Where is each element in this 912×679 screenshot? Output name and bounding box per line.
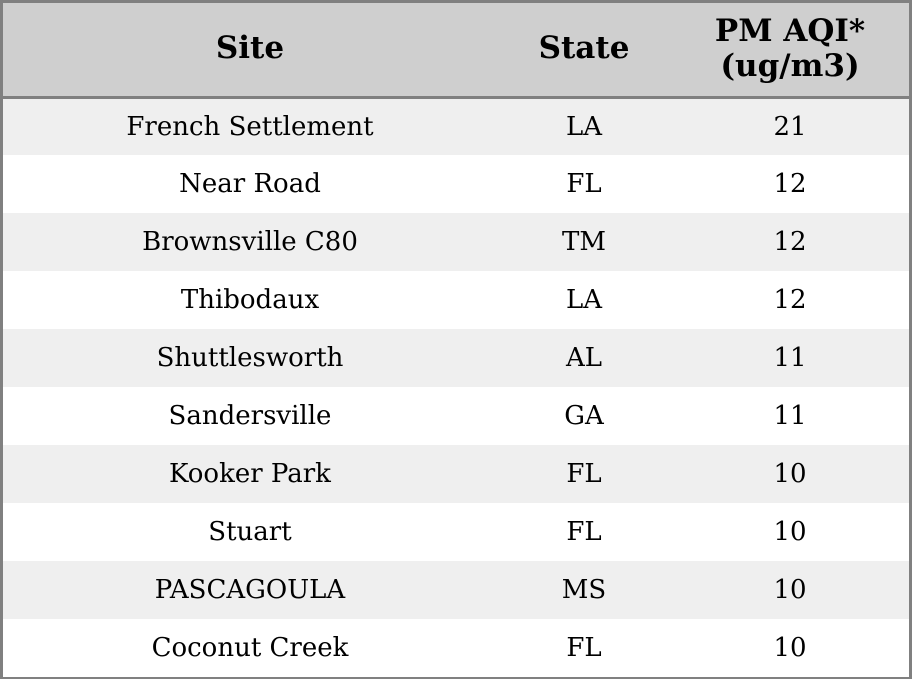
cell-value: 11	[773, 401, 807, 431]
cell-state: FL	[566, 517, 602, 547]
table-row: Coconut Creek FL 10	[3, 619, 909, 677]
cell-state: FL	[566, 633, 602, 663]
cell-state: LA	[565, 285, 603, 315]
cell-value: 10	[773, 459, 807, 489]
table-row: Brownsville C80 TM 12	[3, 213, 909, 271]
header-row: Site State PM AQI* (ug/m3)	[3, 3, 909, 99]
header-pm-aqi-unit: (ug/m3)	[720, 48, 860, 85]
cell-state: LA	[565, 111, 603, 142]
cell-state: AL	[565, 343, 603, 373]
cell-value: 10	[773, 575, 807, 605]
table-row: Near Road FL 12	[3, 155, 909, 213]
table-row: Sandersville GA 11	[3, 387, 909, 445]
cell-site: French Settlement	[126, 111, 374, 142]
cell-site: Brownsville C80	[142, 227, 358, 257]
cell-value: 12	[773, 169, 807, 199]
cell-site: Kooker Park	[169, 459, 331, 489]
header-site: Site	[3, 3, 497, 99]
aqi-table: Site State PM AQI* (ug/m3) French Settlem…	[3, 3, 909, 677]
cell-state: FL	[566, 169, 602, 199]
table-row: French Settlement LA 21	[3, 97, 909, 155]
cell-site: Sandersville	[168, 401, 332, 431]
table-row: Shuttlesworth AL 11	[3, 329, 909, 387]
cell-value: 12	[773, 227, 807, 257]
cell-site: Stuart	[208, 517, 292, 547]
cell-site: PASCAGOULA	[154, 575, 346, 605]
cell-state: TM	[562, 227, 606, 257]
cell-state: MS	[561, 575, 607, 605]
cell-state: GA	[564, 401, 604, 431]
cell-value: 10	[773, 517, 807, 547]
header-state: State	[497, 3, 671, 99]
table-row: Thibodaux LA 12	[3, 271, 909, 329]
cell-value: 12	[773, 285, 807, 315]
cell-state: FL	[566, 459, 602, 489]
header-pm-aqi: PM AQI* (ug/m3)	[671, 3, 909, 99]
table-row: Stuart FL 10	[3, 503, 909, 561]
cell-value: 21	[773, 111, 807, 142]
cell-value: 10	[773, 633, 807, 663]
table-row: Kooker Park FL 10	[3, 445, 909, 503]
cell-site: Near Road	[179, 169, 321, 199]
cell-site: Shuttlesworth	[156, 343, 344, 373]
cell-site: Thibodaux	[180, 285, 320, 315]
header-pm-aqi-line1: PM AQI*	[714, 12, 866, 49]
table-row: PASCAGOULA MS 10	[3, 561, 909, 619]
cell-site: Coconut Creek	[151, 633, 349, 663]
cell-value: 11	[773, 343, 807, 373]
